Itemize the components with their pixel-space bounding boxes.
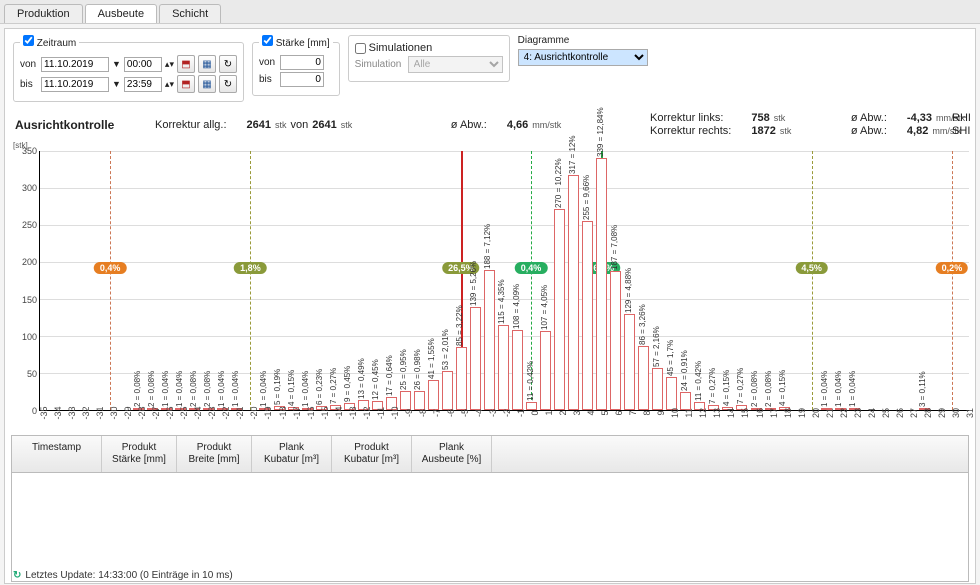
status-bar: ↻ Letztes Update: 14:33:00 (0 Einträge i… [13, 570, 233, 581]
sim-label: Simulation [355, 59, 405, 70]
von-date[interactable] [41, 57, 109, 72]
von-time[interactable] [124, 57, 162, 72]
tab-ausbeute[interactable]: Ausbeute [85, 4, 157, 23]
bis-refresh-button[interactable]: ↻ [219, 75, 237, 93]
bar: 270 = 10,22% [554, 209, 565, 410]
column-header[interactable]: ProduktBreite [mm] [177, 436, 252, 472]
bis-time[interactable] [124, 77, 162, 92]
column-header[interactable]: Timestamp [12, 436, 102, 472]
von-label: von [20, 59, 38, 70]
zeitraum-legend: Zeitraum [37, 38, 76, 49]
bar: 139 = 5,26% [470, 307, 481, 410]
bis-date[interactable] [41, 77, 109, 92]
zeitraum-group: Zeitraum von ▼ ▴▾ ⬒ ▦ ↻ bis ▼ ▴▾ ⬒ ▦ ↻ [13, 35, 244, 102]
tab-bar: ProduktionAusbeuteSchicht [0, 0, 980, 24]
bis-calendar-button[interactable]: ▦ [198, 75, 216, 93]
staerke-von[interactable] [280, 55, 324, 70]
summary-title: Ausrichtkontrolle [15, 118, 135, 132]
update-icon: ↻ [13, 570, 21, 581]
von-clear-button[interactable]: ⬒ [177, 55, 195, 73]
bar: 53 = 2,01% [442, 371, 453, 410]
bar: 85 = 3,22% [456, 347, 467, 410]
histogram-chart: [stk] 050100150200250300350 0,4%1,8%26,5… [11, 141, 969, 431]
bar: 115 = 4,35% [498, 325, 509, 410]
tab-schicht[interactable]: Schicht [159, 4, 221, 23]
bar: 57 = 2,16% [652, 368, 663, 410]
sim-select[interactable]: Alle [408, 56, 503, 73]
percent-badge: 0,4% [515, 262, 548, 274]
marker-line [812, 151, 813, 410]
von-calendar-button[interactable]: ▦ [198, 55, 216, 73]
marker-line [110, 151, 111, 410]
diag-select[interactable]: 4: Ausrichtkontrolle [518, 49, 648, 66]
percent-badge: 0,2% [936, 262, 969, 274]
staerke-bis[interactable] [280, 72, 324, 87]
table-body [12, 473, 968, 581]
staerke-legend: Stärke [mm] [276, 38, 330, 49]
bar: 339 = 12,84% [596, 158, 607, 410]
bar: 24 = 0,91% [680, 392, 691, 410]
sim-check[interactable] [355, 43, 366, 54]
percent-badge: 4,5% [795, 262, 828, 274]
bar: 45 = 1,7% [666, 377, 677, 410]
staerke-check[interactable] [262, 35, 273, 46]
staerke-group: Stärke [mm] von bis [252, 35, 340, 96]
percent-badge: 1,8% [234, 262, 267, 274]
data-table: TimestampProduktStärke [mm]ProduktBreite… [11, 435, 969, 582]
bar: 11 = 0,42% [526, 402, 537, 410]
bis-clear-button[interactable]: ⬒ [177, 75, 195, 93]
column-header[interactable]: ProduktKubatur [m³] [332, 436, 412, 472]
percent-badge: 0,4% [94, 262, 127, 274]
bar: 108 = 4,09% [512, 330, 523, 410]
bar: 317 = 12% [568, 175, 579, 410]
von-refresh-button[interactable]: ↻ [219, 55, 237, 73]
column-header[interactable]: PlankKubatur [m³] [252, 436, 332, 472]
bar: 26 = 0,98% [414, 391, 425, 410]
bar: 187 = 7,08% [610, 271, 621, 410]
bis-label: bis [20, 79, 38, 90]
summary-bar: Ausrichtkontrolle Korrektur allg.: 2641s… [5, 108, 975, 141]
bar: 107 = 4,05% [540, 331, 551, 410]
column-header[interactable]: ProduktStärke [mm] [102, 436, 177, 472]
sim-group: Simulationen Simulation Alle [348, 35, 510, 82]
column-header[interactable]: PlankAusbeute [%] [412, 436, 492, 472]
tab-produktion[interactable]: Produktion [4, 4, 83, 23]
bar: 188 = 7,12% [484, 270, 495, 410]
bar: 25 = 0,95% [400, 391, 411, 410]
bar: 86 = 3,26% [638, 346, 649, 410]
bar: 129 = 4,88% [624, 314, 635, 410]
zeitraum-check[interactable] [23, 35, 34, 46]
diag-group: Diagramme 4: Ausrichtkontrolle [518, 35, 648, 66]
marker-line [952, 151, 953, 410]
marker-line [250, 151, 251, 410]
diag-label: Diagramme [518, 35, 648, 46]
sim-check-label: Simulationen [369, 42, 433, 54]
bar: 41 = 1,55% [428, 380, 439, 410]
bar: 255 = 9,66% [582, 221, 593, 410]
